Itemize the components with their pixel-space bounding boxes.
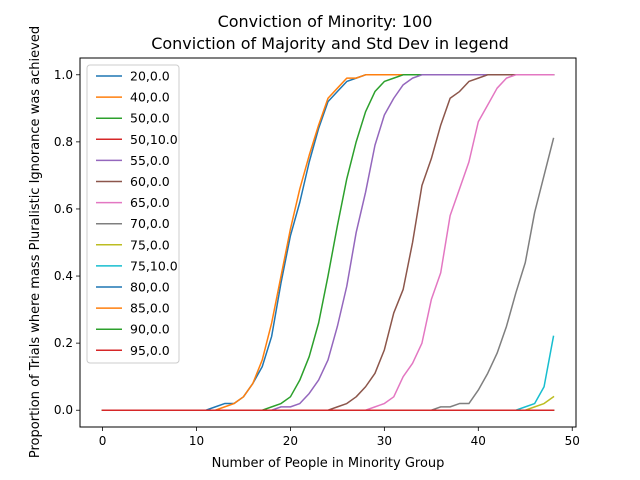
legend-label: 40,0.0 xyxy=(130,90,170,105)
legend-label: 20,0.0 xyxy=(130,69,170,84)
y-axis-ticks: 0.0 0.2 0.4 0.6 0.8 1.0 xyxy=(54,68,80,417)
legend-label: 75,10.0 xyxy=(130,258,178,273)
y-tick-label: 1.0 xyxy=(54,68,73,82)
axes-frame xyxy=(79,57,577,428)
legend-label: 50,0.0 xyxy=(130,111,170,126)
legend-label: 80,0.0 xyxy=(130,280,170,295)
y-tick-label: 0.4 xyxy=(54,269,73,283)
legend: 20,0.0 40,0.0 50,0.0 50,10.0 55,0.0 60,0.0 65,… xyxy=(86,64,180,364)
y-axis-label: Proportion of Trials where mass Pluralis… xyxy=(28,26,43,458)
y-tick-label: 0.6 xyxy=(54,202,73,216)
x-tick-label: 30 xyxy=(377,434,392,448)
x-tick-label: 40 xyxy=(471,434,486,448)
y-tick-label: 0.8 xyxy=(54,135,73,149)
chart-title: Conviction of Minority: 100 xyxy=(218,12,433,31)
y-tick-label: 0.2 xyxy=(54,336,73,350)
legend-box xyxy=(86,64,180,364)
x-tick-label: 10 xyxy=(189,434,204,448)
y-tick-label: 0.0 xyxy=(54,403,73,417)
x-axis-label: Number of People in Minority Group xyxy=(212,456,445,471)
series-group xyxy=(101,74,555,411)
x-tick-label: 0 xyxy=(99,434,107,448)
plot-area xyxy=(79,57,577,428)
legend-label: 70,0.0 xyxy=(130,216,170,231)
legend-label: 95,0.0 xyxy=(130,343,170,358)
legend-items: 20,0.0 40,0.0 50,0.0 50,10.0 55,0.0 60,0.0 65,… xyxy=(96,69,178,358)
legend-label: 55,0.0 xyxy=(130,153,170,168)
x-axis-ticks: 0 10 20 30 40 50 xyxy=(99,427,580,448)
legend-label: 50,10.0 xyxy=(130,132,178,147)
legend-label: 75,0.0 xyxy=(130,237,170,252)
chart-subtitle: Conviction of Majority and Std Dev in le… xyxy=(151,34,509,53)
x-tick-label: 20 xyxy=(283,434,298,448)
legend-label: 65,0.0 xyxy=(130,195,170,210)
x-tick-label: 50 xyxy=(565,434,580,448)
legend-label: 60,0.0 xyxy=(130,174,170,189)
legend-label: 85,0.0 xyxy=(130,301,170,316)
legend-label: 90,0.0 xyxy=(130,322,170,337)
